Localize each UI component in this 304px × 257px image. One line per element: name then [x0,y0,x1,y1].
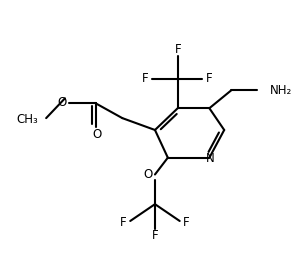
Text: F: F [120,216,127,230]
Text: F: F [183,216,190,230]
Text: N: N [206,152,215,165]
Text: F: F [206,72,213,85]
Text: O: O [143,168,153,181]
Text: O: O [92,128,101,141]
Text: F: F [152,229,158,242]
Text: F: F [142,72,148,85]
Text: F: F [174,43,181,56]
Text: O: O [57,96,67,109]
Text: NH₂: NH₂ [270,84,292,97]
Text: CH₃: CH₃ [16,113,38,126]
